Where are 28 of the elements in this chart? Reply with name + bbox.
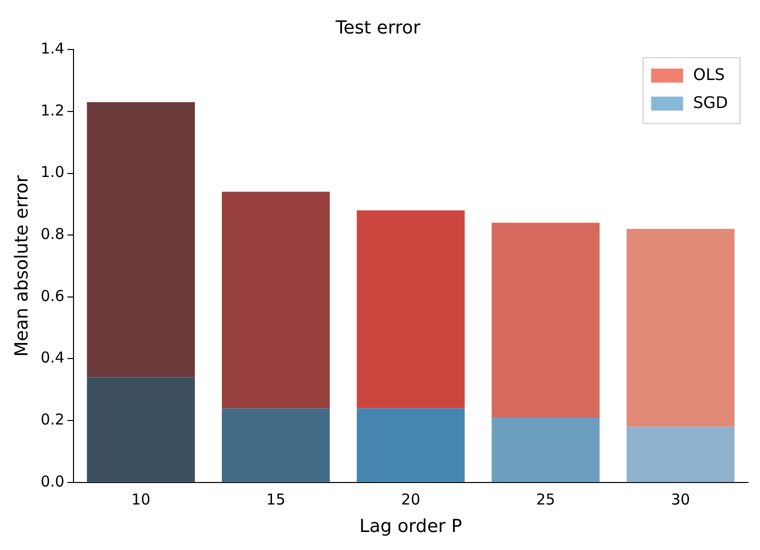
bar	[222, 408, 330, 482]
chart-title: Test error	[334, 17, 421, 38]
bar	[492, 222, 600, 418]
x-tick-label: 10	[131, 490, 150, 508]
bar	[86, 102, 195, 378]
y-tick-label: 0.4	[40, 348, 64, 367]
legend-label: SGD	[693, 92, 728, 112]
bar	[356, 408, 465, 482]
y-tick-label: 1.4	[40, 39, 64, 58]
x-tick-label: 15	[266, 490, 286, 508]
x-tick-label: 20	[401, 490, 420, 508]
bar	[222, 192, 330, 408]
bar	[356, 210, 465, 408]
x-axis-title: Lag order P	[359, 516, 462, 537]
x-tick-label: 25	[536, 490, 556, 508]
y-tick-label: 0.0	[40, 472, 64, 490]
bar	[626, 228, 735, 427]
y-tick-label: 0.2	[40, 410, 64, 428]
legend-label: OLS	[693, 64, 725, 84]
y-tick-label: 0.8	[40, 224, 64, 243]
y-axis-title: Mean absolute error	[11, 174, 32, 357]
bar	[492, 417, 600, 482]
y-tick-label: 1.0	[40, 163, 64, 182]
bar	[626, 426, 735, 482]
y-tick-label: 0.6	[40, 286, 64, 305]
bar	[86, 377, 195, 482]
x-tick-label: 30	[671, 490, 690, 508]
y-tick-label: 1.2	[40, 101, 64, 120]
